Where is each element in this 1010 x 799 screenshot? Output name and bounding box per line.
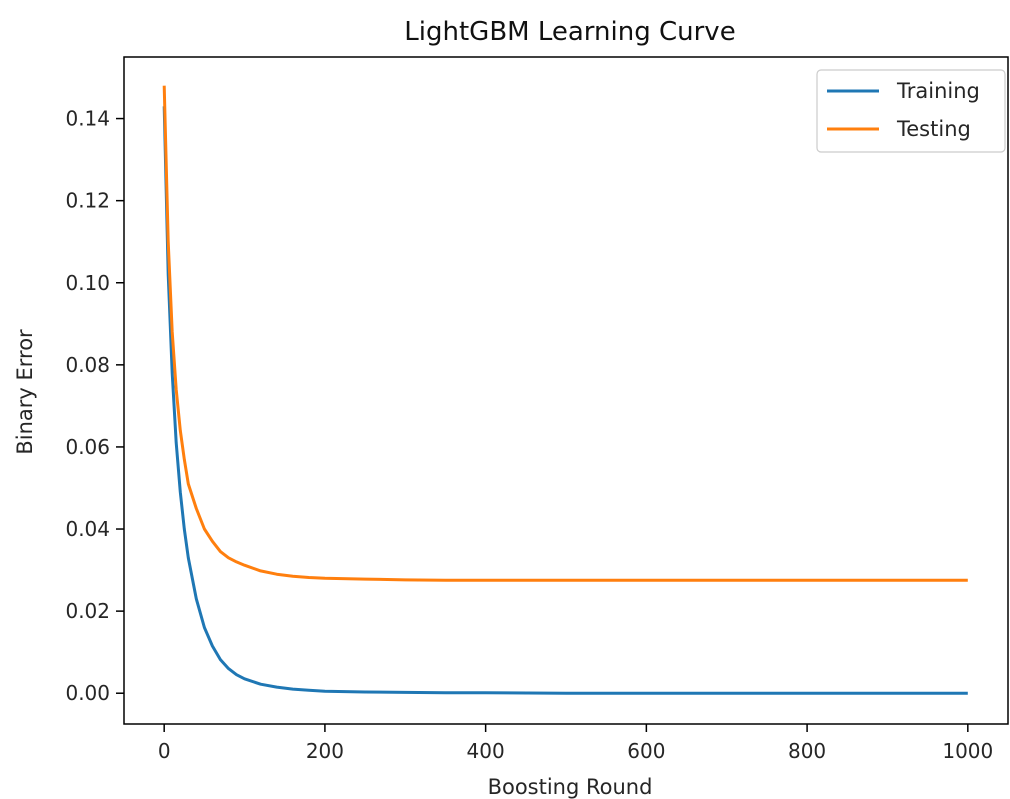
chart-title: LightGBM Learning Curve [404, 17, 735, 47]
plot-area: 0 200 400 600 800 1000 0.00 0.02 0.04 0.06 0.08 0.1… [65, 56, 1009, 763]
x-tick-label: 600 [627, 739, 665, 763]
y-tick-label: 0.10 [65, 271, 110, 295]
y-tick-label: 0.06 [65, 435, 110, 459]
x-tick-label: 200 [306, 739, 344, 763]
y-axis-title: Binary Error [13, 329, 37, 455]
x-tick-label: 800 [788, 739, 826, 763]
y-tick-label: 0.12 [65, 189, 110, 213]
axes-frame [123, 56, 1009, 725]
x-tick-label: 400 [467, 739, 505, 763]
y-tick-label: 0.04 [65, 517, 110, 541]
x-tick-label: 1000 [942, 739, 993, 763]
legend: Training Testing [816, 69, 1006, 153]
series-line-testing [162, 85, 968, 582]
series-line-training [162, 106, 968, 695]
y-tick-label: 0.08 [65, 353, 110, 377]
y-tick-label: 0.14 [65, 107, 110, 131]
legend-label-training: Training [896, 79, 980, 103]
x-axis-title: Boosting Round [488, 775, 653, 799]
legend-label-testing: Testing [896, 117, 971, 141]
y-tick-label: 0.00 [65, 681, 110, 705]
x-tick-label: 0 [158, 739, 171, 763]
y-tick-label: 0.02 [65, 599, 110, 623]
